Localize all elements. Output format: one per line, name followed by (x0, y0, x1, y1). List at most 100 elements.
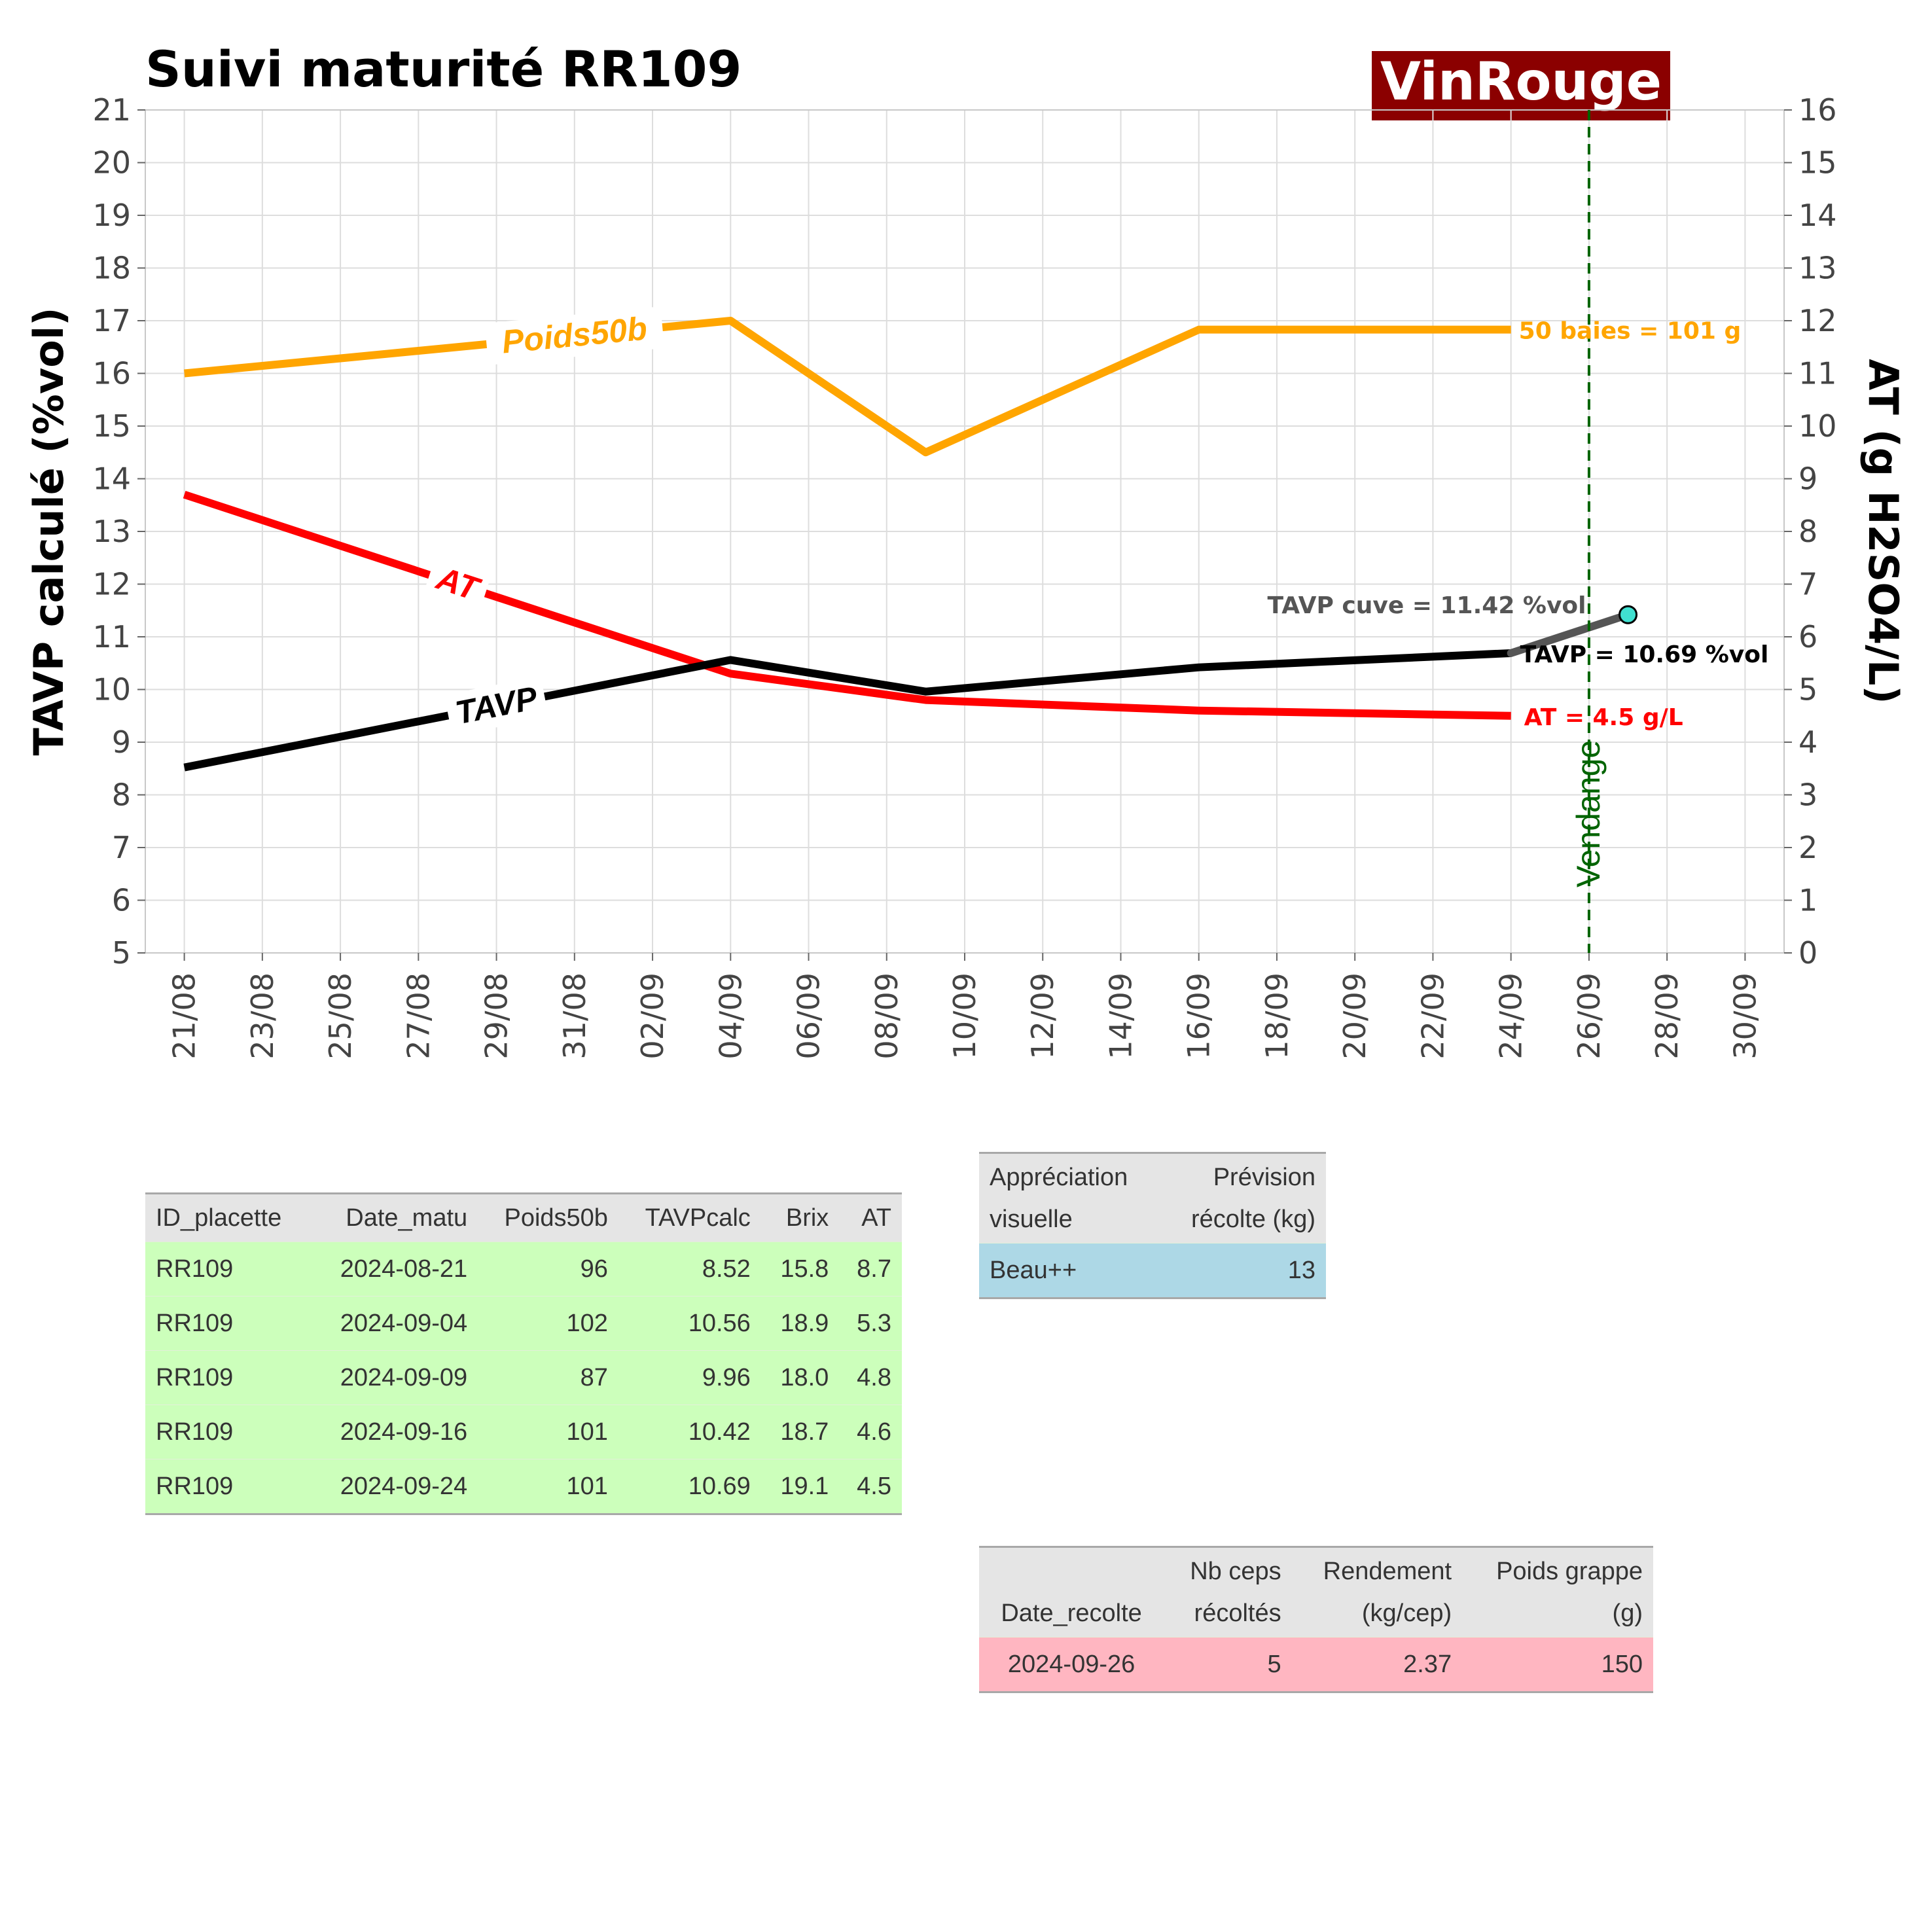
cell-id: RR109 (145, 1242, 311, 1297)
x-tick-label: 21/08 (167, 973, 202, 1060)
x-tick-label: 24/09 (1494, 973, 1529, 1060)
col-header-brix: Brix (760, 1192, 840, 1242)
inline-label-at: AT (423, 555, 492, 613)
y-right-tick-label: 5 (1798, 672, 1817, 707)
y-left-tick-label: 10 (92, 672, 131, 707)
x-tick-label: 26/09 (1571, 973, 1607, 1060)
y-left-tick-label: 9 (112, 724, 131, 760)
col-header-date-matu: Date_matu (310, 1192, 478, 1242)
y-right-tick-label: 16 (1798, 92, 1837, 128)
y-left-tick-label: 12 (92, 567, 131, 602)
harvest-table: Date_recolte Nb ceps récoltés Rendement (k… (979, 1546, 1653, 1693)
y-left-tick-label: 20 (92, 145, 131, 181)
table-row: RR109 2024-09-16 101 10.42 18.7 4.6 (145, 1404, 902, 1459)
cell-rendement: 2.37 (1291, 1637, 1463, 1693)
y-right-tick-label: 15 (1798, 145, 1837, 181)
x-tick-label: 10/09 (947, 973, 982, 1060)
inline-label-text: Poids50b (500, 310, 649, 360)
cell-brix: 18.7 (760, 1404, 840, 1459)
x-tick-label: 20/09 (1337, 973, 1372, 1060)
end-label-cuve: TAVP cuve = 11.42 %vol (1267, 592, 1586, 619)
y-left-tick-label: 6 (112, 883, 131, 918)
x-tick-label: 08/09 (869, 973, 904, 1060)
inline-label-bg (484, 306, 665, 365)
y-right-tick-label: 8 (1798, 514, 1817, 549)
y-right-axis-title: AT (g H2SO4/L) (1859, 359, 1907, 704)
inline-label-tavp: TAVP (444, 675, 549, 736)
y-right-tick-label: 9 (1798, 461, 1817, 497)
series-line-poids50b (184, 317, 1511, 457)
maturity-chart: Suivi maturité RR109 VinRouge 5678910111… (25, 40, 1907, 1060)
end-label-poids50b: 50 baies = 101 g (1519, 318, 1742, 345)
y-left-tick-label: 17 (92, 303, 131, 338)
cuve-segment (1507, 611, 1632, 657)
inline-label-text: TAVP (452, 679, 541, 731)
y-left-tick-label: 21 (92, 92, 131, 128)
col-header-prevision: Prévision récolte (kg) (1160, 1152, 1326, 1243)
y-left-tick-label: 13 (92, 514, 131, 549)
y-left-tick-label: 11 (92, 619, 131, 654)
col-header-tavpcalc: TAVPcalc (618, 1192, 761, 1242)
y-right-tick-label: 6 (1798, 619, 1817, 654)
x-tick-label: 02/09 (635, 973, 670, 1060)
col-header-id-placette: ID_placette (145, 1192, 311, 1242)
col-header-nb-ceps: Nb ceps récoltés (1164, 1546, 1292, 1637)
cell-tavp: 10.42 (618, 1404, 761, 1459)
cell-date: 2024-09-16 (310, 1404, 478, 1459)
x-tick-label: 31/08 (557, 973, 592, 1060)
cell-tavp: 9.96 (618, 1350, 761, 1405)
y-right-tick-label: 12 (1798, 303, 1837, 338)
series-line-at (183, 490, 1511, 720)
y-left-tick-label: 15 (92, 408, 131, 444)
cell-poids: 102 (478, 1296, 618, 1351)
y-right-tick-label: 13 (1798, 251, 1837, 286)
y-left-tick-label: 8 (112, 778, 131, 813)
cell-tavp: 10.69 (618, 1459, 761, 1515)
logo-text: VinRouge (1380, 51, 1662, 112)
y-right-tick-label: 10 (1798, 408, 1837, 444)
maturity-table: ID_placette Date_matu Poids50b TAVPcalc … (145, 1192, 902, 1515)
series-line-tavp (183, 649, 1511, 772)
col-header-poids-grappe: Poids grappe (g) (1462, 1546, 1653, 1637)
cell-id: RR109 (145, 1296, 311, 1351)
col-header-at: AT (839, 1192, 902, 1242)
appreciation-table: Appréciation visuelle Prévision récolte (k… (979, 1152, 1326, 1299)
inline-label-bg (423, 555, 492, 613)
table-row: RR109 2024-08-21 96 8.52 15.8 8.7 (145, 1242, 902, 1297)
y-right-tick-label: 1 (1798, 883, 1817, 918)
vendange-label: Vendange (1570, 740, 1607, 887)
cell-at: 4.6 (839, 1404, 902, 1459)
col-header-appreciation: Appréciation visuelle (979, 1152, 1161, 1243)
y-left-tick-label: 7 (112, 830, 131, 865)
inline-label-bg (444, 675, 549, 736)
y-right-tick-label: 14 (1798, 198, 1837, 233)
end-label-tavp: TAVP = 10.69 %vol (1520, 641, 1769, 668)
end-label-at: AT = 4.5 g/L (1524, 704, 1683, 731)
y-left-axis-title: TAVP calculé (%vol) (25, 308, 73, 756)
y-left-tick-label: 18 (92, 251, 131, 286)
x-tick-label: 12/09 (1025, 973, 1060, 1060)
x-tick-label: 18/09 (1259, 973, 1295, 1060)
cell-poids: 101 (478, 1404, 618, 1459)
cell-id: RR109 (145, 1404, 311, 1459)
col-header-rendement: Rendement (kg/cep) (1291, 1546, 1463, 1637)
chart-title: Suivi maturité RR109 (145, 40, 742, 98)
x-tick-label: 14/09 (1103, 973, 1138, 1060)
cell-at: 8.7 (839, 1242, 902, 1297)
col-header-poids50b: Poids50b (478, 1192, 618, 1242)
table-row: Beau++ 13 (979, 1243, 1326, 1299)
cell-at: 4.8 (839, 1350, 902, 1405)
y-right-tick-label: 7 (1798, 567, 1817, 602)
y-left-tick-label: 19 (92, 198, 131, 233)
x-tick-label: 16/09 (1181, 973, 1217, 1060)
cell-brix: 15.8 (760, 1242, 840, 1297)
cell-poids: 87 (478, 1350, 618, 1405)
y-left-tick-label: 14 (92, 461, 131, 497)
cell-poids-grappe: 150 (1462, 1637, 1653, 1693)
cell-brix: 18.9 (760, 1296, 840, 1351)
y-left-tick-label: 16 (92, 356, 131, 391)
x-tick-label: 22/09 (1415, 973, 1450, 1060)
y-right-tick-label: 3 (1798, 778, 1817, 813)
y-left-tick-label: 5 (112, 935, 131, 971)
table-row: RR109 2024-09-24 101 10.69 19.1 4.5 (145, 1459, 902, 1515)
